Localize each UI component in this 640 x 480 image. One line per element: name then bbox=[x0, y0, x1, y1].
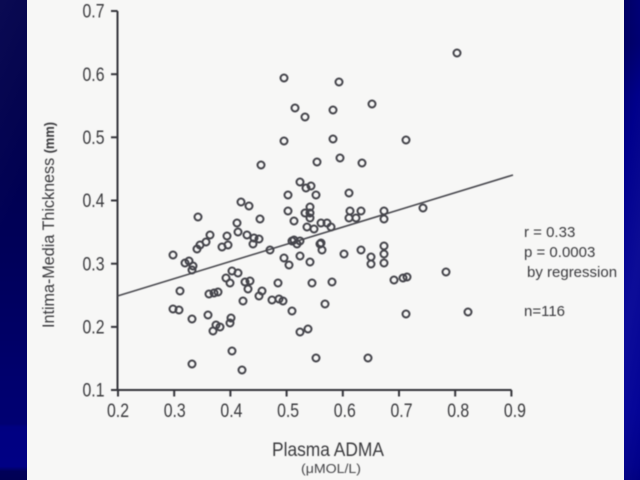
svg-text:0.9: 0.9 bbox=[504, 401, 526, 422]
svg-text:0.5: 0.5 bbox=[83, 128, 105, 149]
svg-text:Plasma ADMA: Plasma ADMA bbox=[272, 440, 384, 461]
svg-text:0.5: 0.5 bbox=[277, 401, 299, 422]
svg-text:n=116: n=116 bbox=[524, 303, 565, 320]
svg-text:p = 0.0003: p = 0.0003 bbox=[524, 244, 595, 261]
svg-text:0.1: 0.1 bbox=[83, 381, 105, 402]
svg-text:0.7: 0.7 bbox=[391, 401, 413, 422]
svg-text:(μMOL/L): (μMOL/L) bbox=[301, 461, 361, 476]
svg-text:r = 0.33: r = 0.33 bbox=[524, 224, 575, 241]
svg-text:0.2: 0.2 bbox=[107, 401, 129, 422]
svg-text:0.4: 0.4 bbox=[83, 191, 105, 212]
svg-text:0.3: 0.3 bbox=[83, 254, 105, 275]
svg-text:0.4: 0.4 bbox=[220, 401, 242, 422]
svg-text:Intima-Media Thickness (mm): Intima-Media Thickness (mm) bbox=[39, 122, 58, 328]
svg-text:0.3: 0.3 bbox=[164, 401, 186, 422]
svg-text:0.7: 0.7 bbox=[83, 2, 105, 23]
svg-text:0.6: 0.6 bbox=[334, 401, 356, 422]
svg-text:by regression: by regression bbox=[527, 264, 617, 281]
svg-text:0.6: 0.6 bbox=[83, 65, 105, 86]
svg-text:0.8: 0.8 bbox=[447, 401, 469, 422]
svg-text:0.2: 0.2 bbox=[83, 318, 105, 339]
